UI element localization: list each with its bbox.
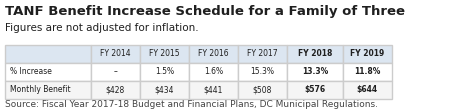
Text: TANF Benefit Increase Schedule for a Family of Three: TANF Benefit Increase Schedule for a Fam…: [5, 5, 405, 18]
Text: Figures are not adjusted for inflation.: Figures are not adjusted for inflation.: [5, 23, 199, 33]
Text: Source: Fiscal Year 2017-18 Budget and Financial Plans, DC Municipal Regulations: Source: Fiscal Year 2017-18 Budget and F…: [5, 100, 378, 109]
